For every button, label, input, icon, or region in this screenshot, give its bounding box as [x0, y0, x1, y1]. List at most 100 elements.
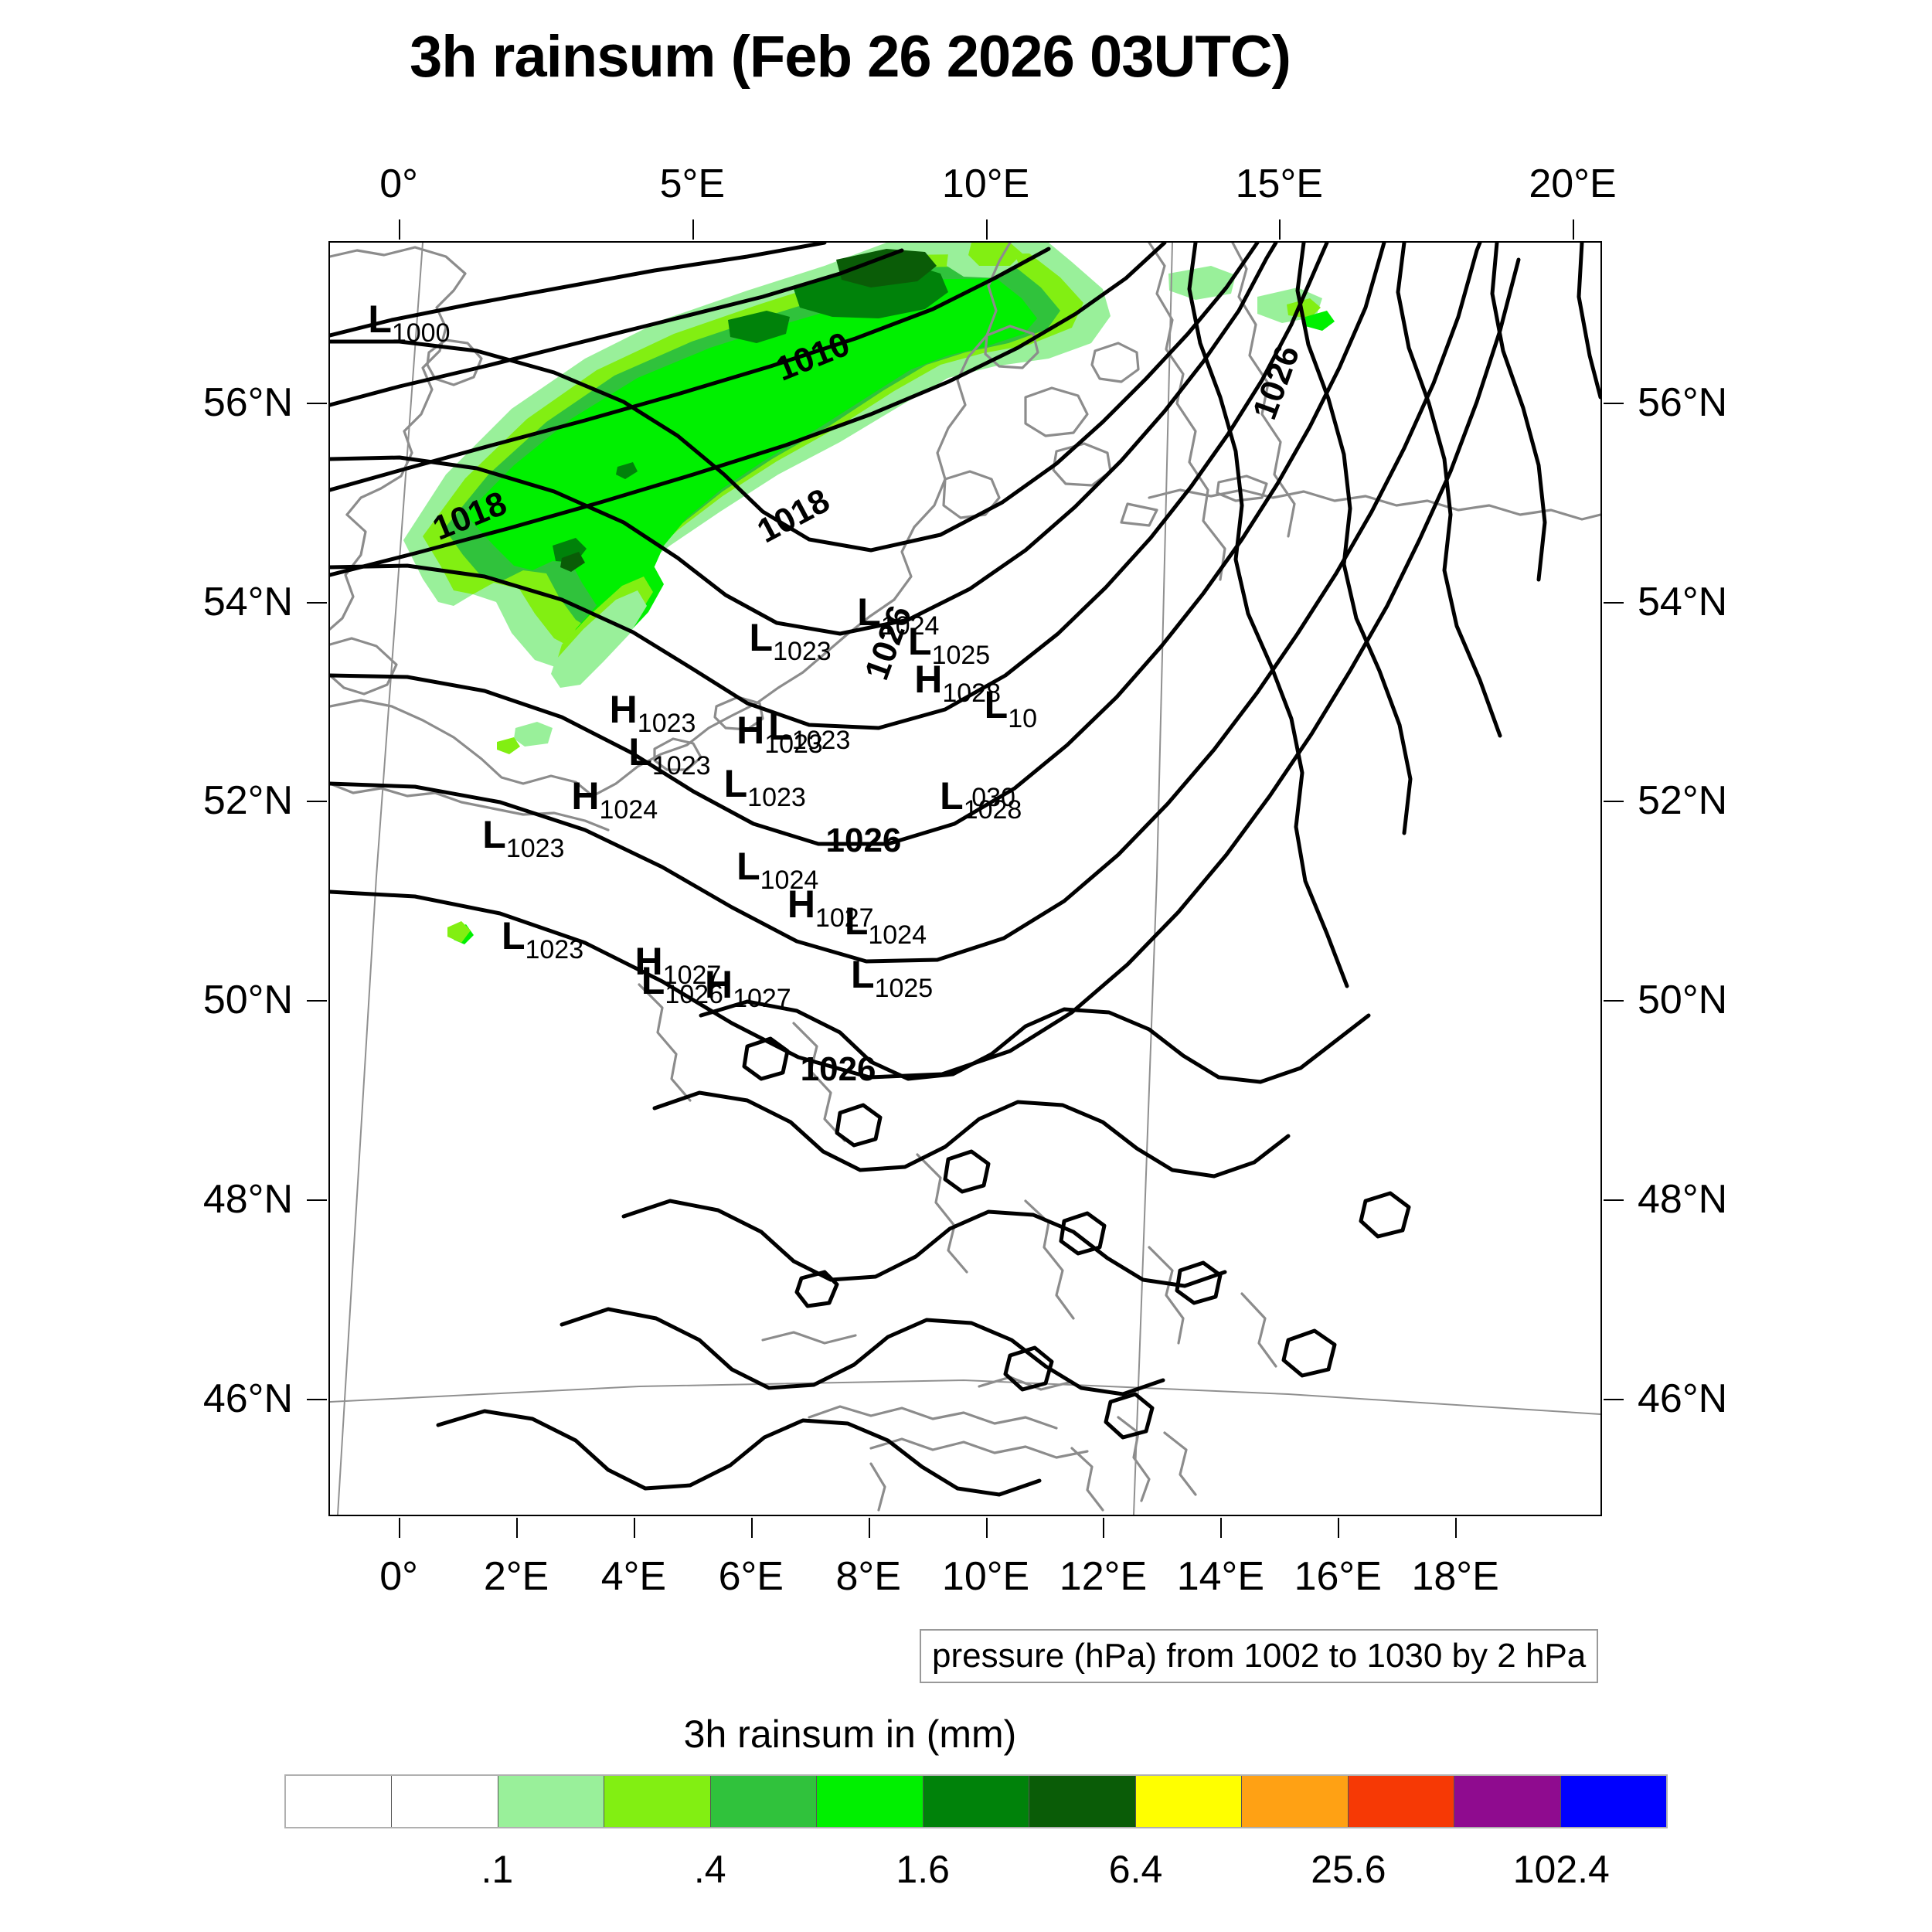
tick-left-0: [307, 402, 327, 404]
pressure-center-l-13: L1023: [482, 812, 564, 862]
tick-bottom-4: [868, 1518, 870, 1538]
colorbar-cell-12[interactable]: [1560, 1776, 1667, 1827]
colorbar-cell-8[interactable]: [1135, 1776, 1243, 1827]
pressure-center-value: 10: [1008, 703, 1038, 733]
pressure-center-type: L: [736, 844, 760, 888]
colorbar-cell-2[interactable]: [498, 1776, 605, 1827]
map-plot-area[interactable]: L1000 L1024 L1023 L1025 H1028 H1023 H1023 L1023…: [328, 241, 1602, 1516]
tick-bottom-9: [1455, 1518, 1458, 1538]
pressure-center-value: 1023: [637, 709, 696, 739]
colorbar-cell-7[interactable]: [1029, 1776, 1136, 1827]
lat-label-right-1: 54°N: [1638, 579, 1728, 624]
lat-label-left-0: 56°N: [202, 379, 293, 425]
colorbar-cell-6[interactable]: [923, 1776, 1030, 1827]
pressure-center-value: 1027: [815, 903, 874, 934]
lat-label-left-5: 46°N: [202, 1376, 293, 1421]
pressure-center-value: 1023: [505, 833, 565, 863]
lon-label-bottom-3: 6°E: [718, 1554, 784, 1599]
pressure-center-l-14: L1024: [736, 844, 818, 893]
pressure-center-value: 1023: [651, 750, 711, 781]
pressure-center-type: L: [723, 761, 748, 805]
lat-label-left-1: 54°N: [202, 579, 293, 624]
pressure-center-l-19: L1026: [641, 958, 723, 1008]
colorbar-tick-4: 25.6: [1311, 1848, 1386, 1891]
colorbar[interactable]: [284, 1774, 1668, 1828]
lat-label-right-3: 50°N: [1638, 978, 1728, 1023]
pressure-center-l-9: L10: [985, 685, 1037, 732]
colorbar-tick-0: .1: [481, 1848, 514, 1891]
colorbar-cell-9[interactable]: [1242, 1776, 1349, 1827]
lat-label-right-5: 46°N: [1638, 1376, 1728, 1421]
pressure-center-value: 1023: [747, 782, 806, 812]
pressure-center-value: 1023: [791, 725, 851, 755]
pressure-center-h-5: H1023: [609, 688, 696, 736]
pressure-center-value: 1025: [931, 640, 991, 670]
lon-label-bottom-6: 12°E: [1059, 1554, 1148, 1599]
colorbar-tick-3: 6.4: [1108, 1848, 1163, 1891]
pressure-center-type: H: [914, 657, 943, 701]
tick-bottom-8: [1338, 1518, 1340, 1538]
pressure-center-type: H: [609, 688, 638, 732]
colorbar-cell-3[interactable]: [604, 1776, 711, 1827]
isobar-label-1026-6: 1026: [800, 1049, 876, 1088]
pressure-center-value: 1028: [942, 678, 1001, 708]
lat-label-right-2: 52°N: [1638, 778, 1728, 824]
lon-label-top-2: 10°E: [941, 162, 1030, 206]
pressure-center-h-10: H1024: [571, 774, 658, 823]
tick-right-3: [1604, 1000, 1624, 1002]
pressure-center-type: L: [641, 958, 665, 1002]
lat-label-right-0: 56°N: [1638, 379, 1728, 425]
pressure-center-value: 1024: [760, 865, 819, 895]
pressure-center-l-0: L1000: [368, 298, 450, 346]
isobar-label-1026-5: 1026: [825, 821, 902, 859]
pressure-center-l-21: L1025: [851, 952, 933, 1002]
colorbar-cell-10[interactable]: [1348, 1776, 1455, 1827]
lon-label-bottom-1: 2°E: [483, 1554, 549, 1599]
lon-label-top-1: 5°E: [659, 162, 726, 206]
pressure-center-type: H: [571, 774, 600, 818]
tick-bottom-2: [633, 1518, 635, 1538]
pressure-center-type: L: [844, 899, 869, 943]
pressure-center-value: 1026: [665, 979, 723, 1009]
pressure-center-type: H: [704, 962, 733, 1006]
lon-label-bottom-7: 14°E: [1176, 1554, 1265, 1599]
lat-label-left-4: 48°N: [202, 1177, 293, 1223]
tick-left-2: [307, 801, 327, 803]
map-text-fragment-value: 030: [971, 783, 1015, 813]
pressure-center-value: 1024: [868, 920, 927, 950]
pressure-center-type: H: [634, 940, 663, 984]
colorbar-cell-5[interactable]: [817, 1776, 923, 1827]
coastlines-layer: [330, 243, 1600, 1512]
tick-top-1: [692, 219, 694, 240]
pressure-center-type: L: [482, 812, 506, 856]
lon-label-bottom-5: 10°E: [941, 1554, 1030, 1599]
pressure-center-type: L: [857, 590, 881, 634]
page-title: 3h rainsum (Feb 26 2026 03UTC): [410, 24, 1291, 90]
map-canvas: [330, 243, 1600, 1515]
tick-top-2: [985, 219, 988, 240]
pressure-center-l-7: L1023: [768, 707, 850, 753]
tick-bottom-6: [1103, 1518, 1105, 1538]
tick-top-4: [1573, 219, 1575, 240]
tick-bottom-0: [399, 1518, 401, 1538]
colorbar-cell-1[interactable]: [392, 1776, 498, 1827]
pressure-center-value: 1025: [874, 973, 934, 1003]
tick-right-5: [1604, 1398, 1624, 1400]
map-text-fragment-0: 030: [971, 777, 1015, 811]
tick-right-4: [1604, 1199, 1624, 1202]
tick-right-1: [1604, 601, 1624, 604]
pressure-center-type: L: [851, 952, 875, 996]
colorbar-tick-1: .4: [693, 1848, 726, 1891]
pressure-center-h-6: H1023: [736, 711, 823, 757]
colorbar-cell-11[interactable]: [1454, 1776, 1561, 1827]
precipitation-shading: [403, 243, 1335, 944]
colorbar-tick-2: 1.6: [896, 1848, 950, 1891]
pressure-center-value: 1000: [391, 318, 451, 349]
tick-left-5: [307, 1398, 327, 1400]
tick-bottom-1: [516, 1518, 519, 1538]
colorbar-cell-0[interactable]: [286, 1776, 393, 1827]
colorbar-cell-4[interactable]: [710, 1776, 818, 1827]
pressure-center-l-11: L1023: [723, 761, 806, 811]
pressure-center-type: L: [368, 298, 392, 342]
tick-bottom-3: [750, 1518, 753, 1538]
